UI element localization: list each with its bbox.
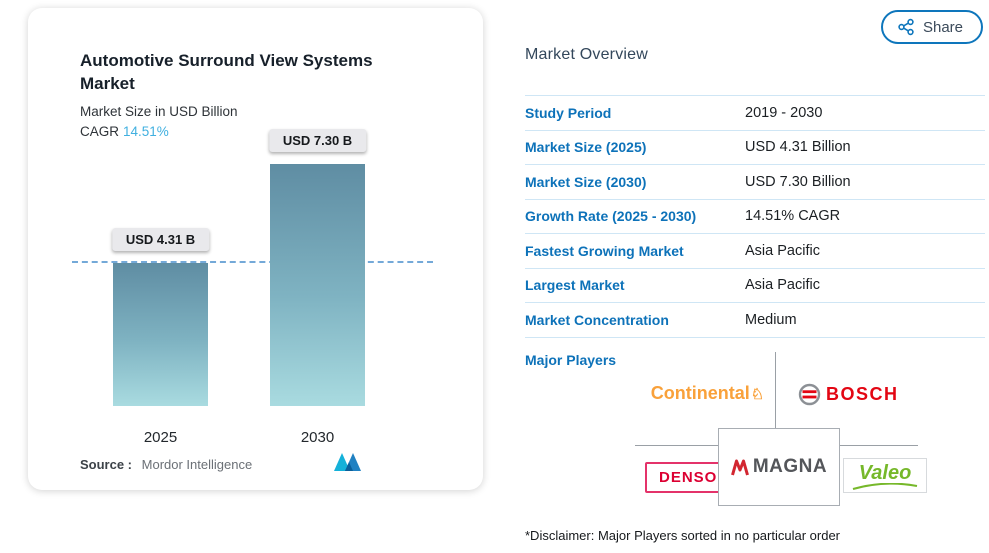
valeo-wordmark: Valeo <box>858 462 912 484</box>
page-title: Market Overview <box>525 46 649 63</box>
row-value: 2019 - 2030 <box>745 104 823 121</box>
row-label: Largest Market <box>525 277 625 294</box>
row-label: Study Period <box>525 104 612 121</box>
cagr-label: CAGR <box>80 124 120 139</box>
cagr-value: 14.51% <box>123 124 169 139</box>
bosch-logo: BOSCH <box>798 383 899 406</box>
reference-dashed-line <box>72 261 433 264</box>
market-overview-table: Study Period 2019 - 2030 Market Size (20… <box>525 95 985 338</box>
axis-label-2025: 2025 <box>143 429 178 446</box>
table-row: Study Period 2019 - 2030 <box>525 96 985 131</box>
table-row: Largest Market Asia Pacific <box>525 269 985 303</box>
row-label: Growth Rate (2025 - 2030) <box>525 208 697 225</box>
chart-title: Automotive Surround View Systems Market <box>80 51 373 93</box>
mordor-intelligence-logo-icon <box>333 453 365 476</box>
share-label: Share <box>922 18 963 36</box>
continental-horse-icon: ♘ <box>750 386 765 403</box>
continental-wordmark: Continental <box>650 383 750 403</box>
market-chart-card: Automotive Surround View Systems Market … <box>28 8 483 490</box>
source-attribution: Source : Mordor Intelligence <box>80 457 252 472</box>
row-label: Market Size (2025) <box>525 139 647 156</box>
table-row: Growth Rate (2025 - 2030) 14.51% CAGR <box>525 200 985 234</box>
axis-label-2030: 2030 <box>300 429 335 446</box>
bar-2025[interactable] <box>113 263 208 406</box>
table-row: Market Size (2030) USD 7.30 Billion <box>525 165 985 200</box>
row-value: Asia Pacific <box>745 277 820 294</box>
source-value: Mordor Intelligence <box>141 457 253 472</box>
continental-logo: Continental♘ <box>640 383 775 404</box>
row-label: Fastest Growing Market <box>525 242 684 259</box>
bar-2030[interactable] <box>270 164 365 406</box>
disclaimer-text: *Disclaimer: Major Players sorted in no … <box>525 528 841 543</box>
share-icon <box>897 18 915 36</box>
players-connector-vertical <box>775 352 776 428</box>
table-row: Market Size (2025) USD 4.31 Billion <box>525 131 985 165</box>
bar-group-2030: USD 7.30 B 2030 <box>268 129 367 448</box>
major-players-label: Major Players <box>525 352 617 368</box>
bar-value-label-2030: USD 7.30 B <box>268 129 367 152</box>
bar-group-2025: USD 4.31 B 2025 <box>111 148 210 448</box>
source-label: Source : <box>80 457 133 472</box>
magna-m-icon <box>730 459 749 476</box>
valeo-swoosh-icon <box>851 483 919 490</box>
row-value: USD 4.31 Billion <box>745 139 851 156</box>
bosch-wordmark: BOSCH <box>826 384 899 404</box>
row-value: Asia Pacific <box>745 242 820 259</box>
row-value: 14.51% CAGR <box>745 208 841 225</box>
bar-value-label-2025: USD 4.31 B <box>111 228 210 252</box>
row-value: USD 7.30 Billion <box>745 173 851 190</box>
valeo-logo: Valeo <box>843 458 927 493</box>
table-row: Market Concentration Medium <box>525 303 985 338</box>
magna-wordmark: MAGNA <box>752 456 828 477</box>
magna-logo: MAGNA <box>718 428 840 506</box>
share-button[interactable]: Share <box>880 10 983 44</box>
row-label: Market Concentration <box>525 311 669 328</box>
table-row: Fastest Growing Market Asia Pacific <box>525 234 985 269</box>
denso-logo: DENSO <box>645 462 732 493</box>
denso-wordmark: DENSO <box>659 469 718 486</box>
chart-cagr: CAGR 14.51% <box>80 124 169 139</box>
row-label: Market Size (2030) <box>525 173 647 190</box>
row-value: Medium <box>745 311 797 328</box>
chart-subtitle: Market Size in USD Billion <box>80 104 238 119</box>
bar-chart: USD 4.31 B 2025 USD 7.30 B 2030 <box>58 129 453 448</box>
bosch-armature-icon <box>798 383 821 406</box>
